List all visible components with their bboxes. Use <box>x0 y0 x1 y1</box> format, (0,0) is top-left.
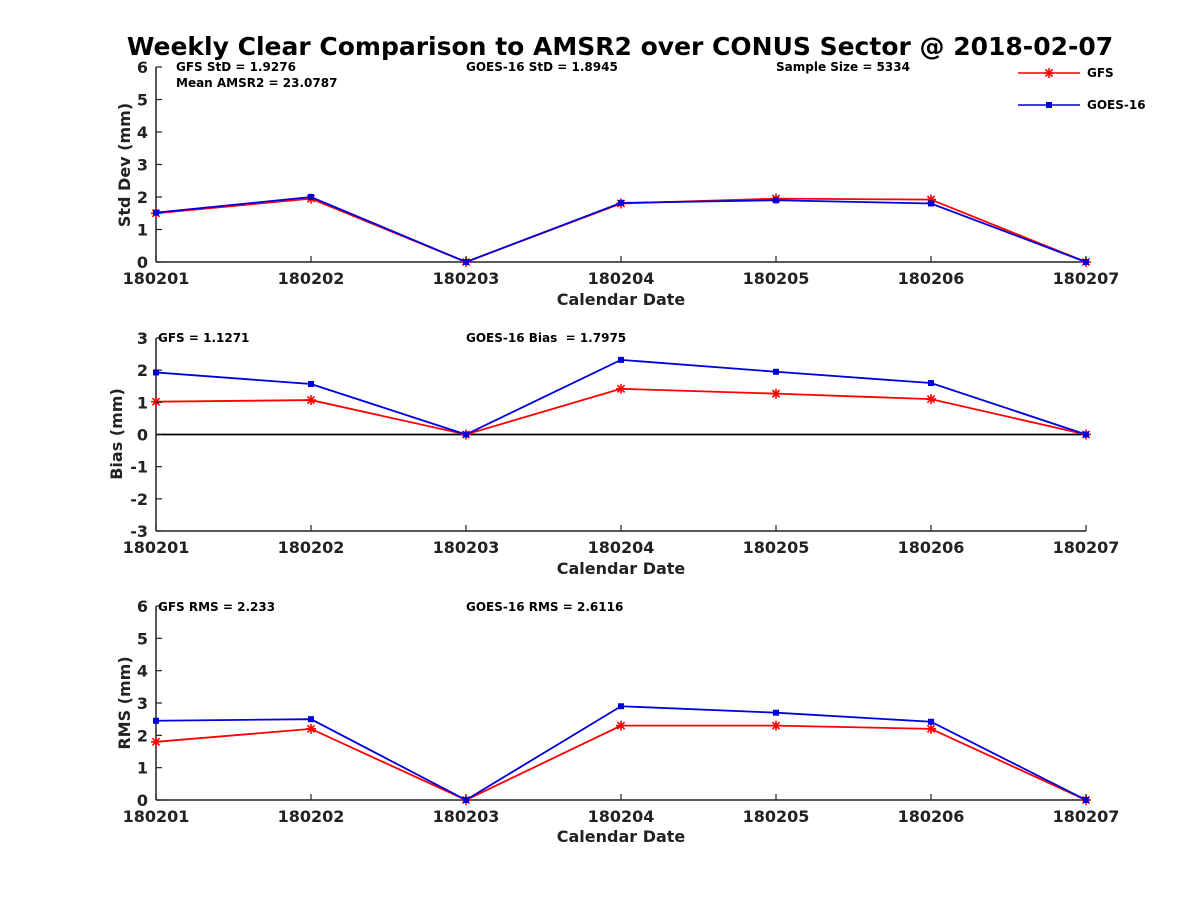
legend-entry-goes16: GOES-16 <box>1018 98 1146 112</box>
bias-x-tick-label: 180203 <box>433 538 500 557</box>
goes16-bias-annotation: GOES-16 Bias = 1.7975 <box>466 331 626 345</box>
stddev-x-tick-label: 180204 <box>588 269 655 288</box>
bias-gfs-point <box>926 394 936 405</box>
bias-x-axis-label: Calendar Date <box>557 559 686 578</box>
rms-x-tick-label: 180206 <box>898 807 965 826</box>
bias-x-tick-label: 180205 <box>743 538 810 557</box>
rms-gfs-point <box>616 720 626 731</box>
stddev-x-tick-label: 180206 <box>898 269 965 288</box>
bias-goes16-point <box>618 356 624 363</box>
bias-x-tick-label: 180207 <box>1053 538 1120 557</box>
rms-goes16-point <box>773 709 779 716</box>
rms-y-tick-label: 3 <box>137 694 148 713</box>
stddev-y-tick-label: 4 <box>137 123 148 142</box>
mean-amsr2-annotation: Mean AMSR2 = 23.0787 <box>176 76 337 90</box>
bias-y-tick-label: 2 <box>137 361 148 380</box>
rms-y-tick-label: 6 <box>137 597 148 616</box>
goes16-rms-annotation: GOES-16 RMS = 2.6116 <box>466 600 623 614</box>
rms-goes16-point <box>618 703 624 710</box>
rms-y-tick-label: 1 <box>137 759 148 778</box>
sample-size-annotation: Sample Size = 5334 <box>776 60 910 74</box>
rms-gfs-point <box>771 720 781 731</box>
legend-goes16-label: GOES-16 <box>1087 98 1146 112</box>
bias-panel: 180201 180202 180203 180204 180205 180206 1802… <box>107 329 1119 578</box>
stddev-goes16-point <box>928 200 934 207</box>
stddev-x-tick-label: 180202 <box>278 269 345 288</box>
stddev-y-tick-label: 0 <box>137 253 148 272</box>
rms-goes16-point <box>153 717 159 724</box>
rms-panel: 180201 180202 180203 180204 180205 180206 1802… <box>115 597 1119 846</box>
stddev-y-tick-label: 2 <box>137 188 148 207</box>
stddev-goes16-point <box>618 199 624 206</box>
bias-x-tick-label: 180206 <box>898 538 965 557</box>
gfs-std-annotation: GFS StD = 1.9276 <box>176 60 296 74</box>
stddev-panel: 180201 180202 180203 180204 180205 180206 1802… <box>115 58 1119 309</box>
rms-x-tick-label: 180203 <box>433 807 500 826</box>
legend-entry-gfs: GFS <box>1018 66 1114 80</box>
rms-gfs-point <box>151 736 161 747</box>
rms-goes16-point <box>308 716 314 723</box>
bias-gfs-point <box>771 388 781 399</box>
stddev-x-tick-label: 180201 <box>123 269 190 288</box>
rms-y-tick-label: 5 <box>137 629 148 648</box>
bias-y-axis-label: Bias (mm) <box>107 388 126 480</box>
rms-gfs-point <box>306 723 316 734</box>
gfs-rms-annotation: GFS RMS = 2.233 <box>158 600 275 614</box>
chart-title: Weekly Clear Comparison to AMSR2 over CO… <box>127 32 1113 61</box>
legend-gfs-label: GFS <box>1087 66 1114 80</box>
legend: GFS GOES-16 <box>1018 66 1146 112</box>
stddev-x-tick-label: 180207 <box>1053 269 1120 288</box>
bias-y-tick-label: -2 <box>130 490 148 509</box>
rms-y-tick-label: 4 <box>137 662 148 681</box>
stddev-x-axis-label: Calendar Date <box>557 290 686 309</box>
bias-x-tick-label: 180202 <box>278 538 345 557</box>
stddev-goes16-point <box>153 209 159 216</box>
bias-goes16-point <box>153 369 159 376</box>
rms-x-tick-label: 180201 <box>123 807 190 826</box>
rms-x-tick-label: 180207 <box>1053 807 1120 826</box>
bias-gfs-line <box>155 387 1087 436</box>
stddev-y-tick-label: 3 <box>137 156 148 175</box>
bias-gfs-point <box>151 396 161 407</box>
gfs-bias-annotation: GFS = 1.1271 <box>158 331 249 345</box>
bias-x-tick-label: 180201 <box>123 538 190 557</box>
stddev-y-tick-label: 5 <box>137 91 148 110</box>
bias-gfs-point <box>616 383 626 394</box>
bias-goes16-line <box>155 358 1087 436</box>
stddev-x-tick-label: 180205 <box>743 269 810 288</box>
rms-x-axis-label: Calendar Date <box>557 827 686 846</box>
bias-goes16-point <box>928 380 934 387</box>
legend-goes16-marker <box>1046 102 1052 108</box>
rms-y-tick-label: 0 <box>137 791 148 810</box>
legend-gfs-marker <box>1044 68 1054 78</box>
stddev-x-tick-label: 180203 <box>433 269 500 288</box>
stddev-y-axis-label: Std Dev (mm) <box>115 103 134 227</box>
bias-y-tick-label: 1 <box>137 393 148 412</box>
bias-goes16-point <box>308 380 314 387</box>
rms-x-tick-label: 180205 <box>743 807 810 826</box>
rms-gfs-point <box>926 723 936 734</box>
goes16-std-annotation: GOES-16 StD = 1.8945 <box>466 60 618 74</box>
bias-goes16-point <box>463 431 469 438</box>
rms-y-tick-label: 2 <box>137 726 148 745</box>
bias-y-tick-label: 0 <box>137 426 148 445</box>
rms-goes16-line <box>155 705 1087 802</box>
bias-goes16-point <box>1083 431 1089 438</box>
stddev-goes16-point <box>308 194 314 200</box>
rms-x-tick-label: 180204 <box>588 807 655 826</box>
bias-goes16-point <box>773 368 779 375</box>
stddev-y-tick-label: 6 <box>137 58 148 77</box>
rms-x-tick-label: 180202 <box>278 807 345 826</box>
bias-y-tick-label: -1 <box>130 458 148 477</box>
stddev-y-tick-label: 1 <box>137 221 148 240</box>
stddev-goes16-point <box>773 197 779 204</box>
bias-x-tick-label: 180204 <box>588 538 655 557</box>
bias-y-tick-label: -3 <box>130 522 148 541</box>
rms-y-axis-label: RMS (mm) <box>115 656 134 749</box>
bias-y-tick-label: 3 <box>137 329 148 348</box>
bias-gfs-point <box>306 395 316 406</box>
rms-gfs-line <box>155 724 1087 801</box>
rms-goes16-point <box>928 718 934 725</box>
